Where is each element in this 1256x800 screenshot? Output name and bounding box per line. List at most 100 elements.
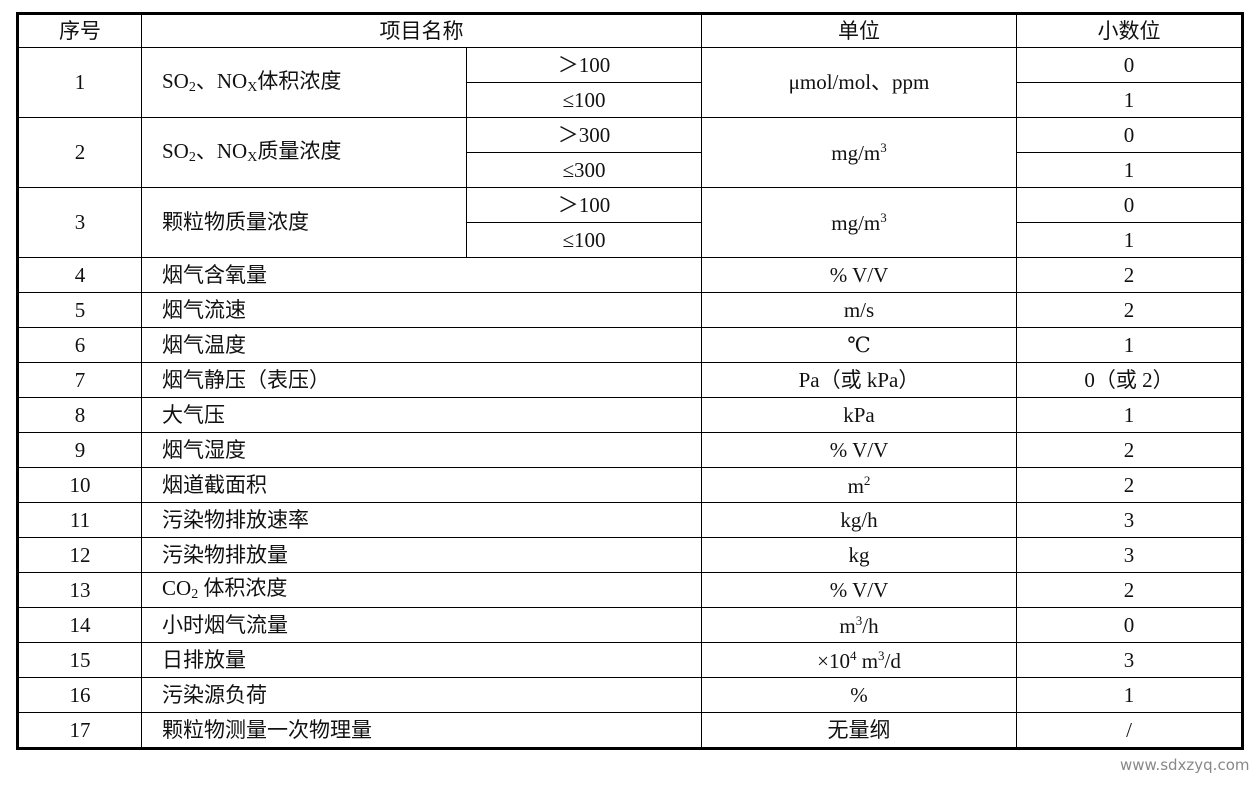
row-unit: 无量纲 (701, 712, 1017, 749)
row-decimals: 2 (1016, 432, 1243, 468)
row-range: ＞100 (466, 187, 702, 223)
row-unit: ×104 m3/d (701, 642, 1017, 678)
row-name: 污染物排放速率 (141, 502, 702, 538)
row-decimals: 3 (1016, 502, 1243, 538)
row-name: 烟气温度 (141, 327, 702, 363)
row-unit: % V/V (701, 257, 1017, 293)
row-index: 5 (17, 292, 142, 328)
row-name: SO2、NOX质量浓度 (141, 117, 467, 188)
header-unit: 单位 (701, 13, 1017, 48)
row-decimals: 3 (1016, 537, 1243, 573)
table-row: 17 颗粒物测量一次物理量 无量纲 / (17, 712, 1243, 749)
row-name: 日排放量 (141, 642, 702, 678)
row-decimals: 2 (1016, 572, 1243, 608)
row-index: 15 (17, 642, 142, 678)
table-row: 1 SO2、NOX体积浓度 ＞100 μmol/mol、ppm 0 (17, 47, 1243, 118)
table-row: 7 烟气静压（表压） Pa（或 kPa） 0（或 2） (17, 362, 1243, 398)
row-index: 4 (17, 257, 142, 293)
row-decimals: 2 (1016, 257, 1243, 293)
row-name: SO2、NOX体积浓度 (141, 47, 467, 118)
row-index: 9 (17, 432, 142, 468)
row-name: 污染物排放量 (141, 537, 702, 573)
row-unit: Pa（或 kPa） (701, 362, 1017, 398)
row-decimals: 0 (1016, 117, 1243, 153)
table-row: 2 SO2、NOX质量浓度 ＞300 mg/m3 0 (17, 117, 1243, 188)
row-unit: mg/m3 (701, 187, 1017, 258)
row-name: 小时烟气流量 (141, 607, 702, 643)
row-range: ≤300 (466, 152, 702, 188)
row-unit: mg/m3 (701, 117, 1017, 188)
row-name: 颗粒物测量一次物理量 (141, 712, 702, 749)
table-subrow: ≤100 1 (18, 82, 1243, 118)
watermark: www.sdxzyq.com (1120, 756, 1250, 774)
table-row: 6 烟气温度 ℃ 1 (17, 327, 1243, 363)
row-decimals: 1 (1016, 82, 1243, 118)
row-name: 颗粒物质量浓度 (141, 187, 467, 258)
row-decimals: 0 (1016, 607, 1243, 643)
table-row: 11 污染物排放速率 kg/h 3 (17, 502, 1243, 538)
header-row: 序号 项目名称 单位 小数位 (17, 13, 1243, 48)
row-decimals: 1 (1016, 222, 1243, 258)
row-name: 烟气含氧量 (141, 257, 702, 293)
table-row: 5 烟气流速 m/s 2 (17, 292, 1243, 328)
row-name: 烟道截面积 (141, 467, 702, 503)
row-unit: μmol/mol、ppm (701, 47, 1017, 118)
row-decimals: 0 (1016, 47, 1243, 83)
row-unit: m3/h (701, 607, 1017, 643)
header-index: 序号 (17, 13, 142, 48)
row-unit: m/s (701, 292, 1017, 328)
row-unit: % V/V (701, 432, 1017, 468)
row-name: 污染源负荷 (141, 677, 702, 713)
row-range: ＞100 (466, 47, 702, 83)
row-name: 大气压 (141, 397, 702, 433)
table-row: 3 颗粒物质量浓度 ＞100 mg/m3 0 (17, 187, 1243, 258)
row-range: ≤100 (466, 222, 702, 258)
row-range: ＞300 (466, 117, 702, 153)
row-index: 17 (17, 712, 142, 749)
table-row: 8 大气压 kPa 1 (17, 397, 1243, 433)
row-decimals: 1 (1016, 327, 1243, 363)
row-index: 2 (17, 117, 142, 188)
table-row: 16 污染源负荷 % 1 (17, 677, 1243, 713)
row-unit: ℃ (701, 327, 1017, 363)
row-unit: kg/h (701, 502, 1017, 538)
row-decimals: 0 (1016, 187, 1243, 223)
row-index: 3 (17, 187, 142, 258)
row-name: 烟气湿度 (141, 432, 702, 468)
row-name: CO2 体积浓度 (141, 572, 702, 608)
row-index: 1 (17, 47, 142, 118)
row-decimals: / (1016, 712, 1243, 749)
row-index: 14 (17, 607, 142, 643)
row-range: ≤100 (466, 82, 702, 118)
data-table: 序号 项目名称 单位 小数位 1 SO2、NOX体积浓度 ＞100 μmol/m… (16, 12, 1244, 750)
row-decimals: 3 (1016, 642, 1243, 678)
row-index: 10 (17, 467, 142, 503)
row-decimals: 0（或 2） (1016, 362, 1243, 398)
row-index: 8 (17, 397, 142, 433)
row-index: 6 (17, 327, 142, 363)
table-row: 12 污染物排放量 kg 3 (17, 537, 1243, 573)
row-decimals: 1 (1016, 152, 1243, 188)
header-decimals: 小数位 (1016, 13, 1243, 48)
row-unit: % (701, 677, 1017, 713)
row-decimals: 1 (1016, 397, 1243, 433)
row-unit: m2 (701, 467, 1017, 503)
row-unit: % V/V (701, 572, 1017, 608)
row-name: 烟气静压（表压） (141, 362, 702, 398)
table-row: 14 小时烟气流量 m3/h 0 (17, 607, 1243, 643)
row-name: 烟气流速 (141, 292, 702, 328)
table-row: 10 烟道截面积 m2 2 (17, 467, 1243, 503)
row-unit: kg (701, 537, 1017, 573)
row-unit: kPa (701, 397, 1017, 433)
row-index: 12 (17, 537, 142, 573)
row-decimals: 1 (1016, 677, 1243, 713)
row-decimals: 2 (1016, 467, 1243, 503)
row-index: 7 (17, 362, 142, 398)
row-index: 11 (17, 502, 142, 538)
header-item: 项目名称 (141, 13, 702, 48)
row-decimals: 2 (1016, 292, 1243, 328)
table-row: 9 烟气湿度 % V/V 2 (17, 432, 1243, 468)
table-subrow: ≤100 1 (18, 222, 1243, 258)
table-row: 13 CO2 体积浓度 % V/V 2 (17, 572, 1243, 608)
table-row: 4 烟气含氧量 % V/V 2 (17, 257, 1243, 293)
